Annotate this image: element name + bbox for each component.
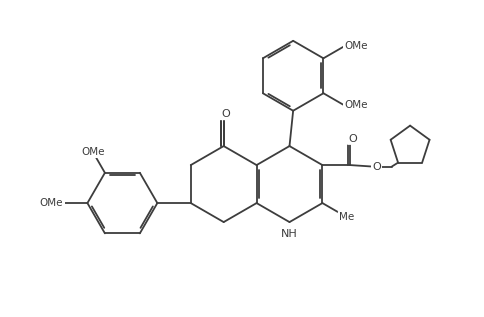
Text: O: O [372, 162, 381, 171]
Text: O: O [348, 134, 357, 144]
Text: OMe: OMe [40, 198, 63, 208]
Text: OMe: OMe [344, 41, 368, 51]
Text: NH: NH [281, 229, 298, 239]
Text: Me: Me [339, 212, 354, 222]
Text: O: O [222, 109, 230, 119]
Text: OMe: OMe [81, 147, 105, 157]
Text: OMe: OMe [344, 100, 368, 110]
